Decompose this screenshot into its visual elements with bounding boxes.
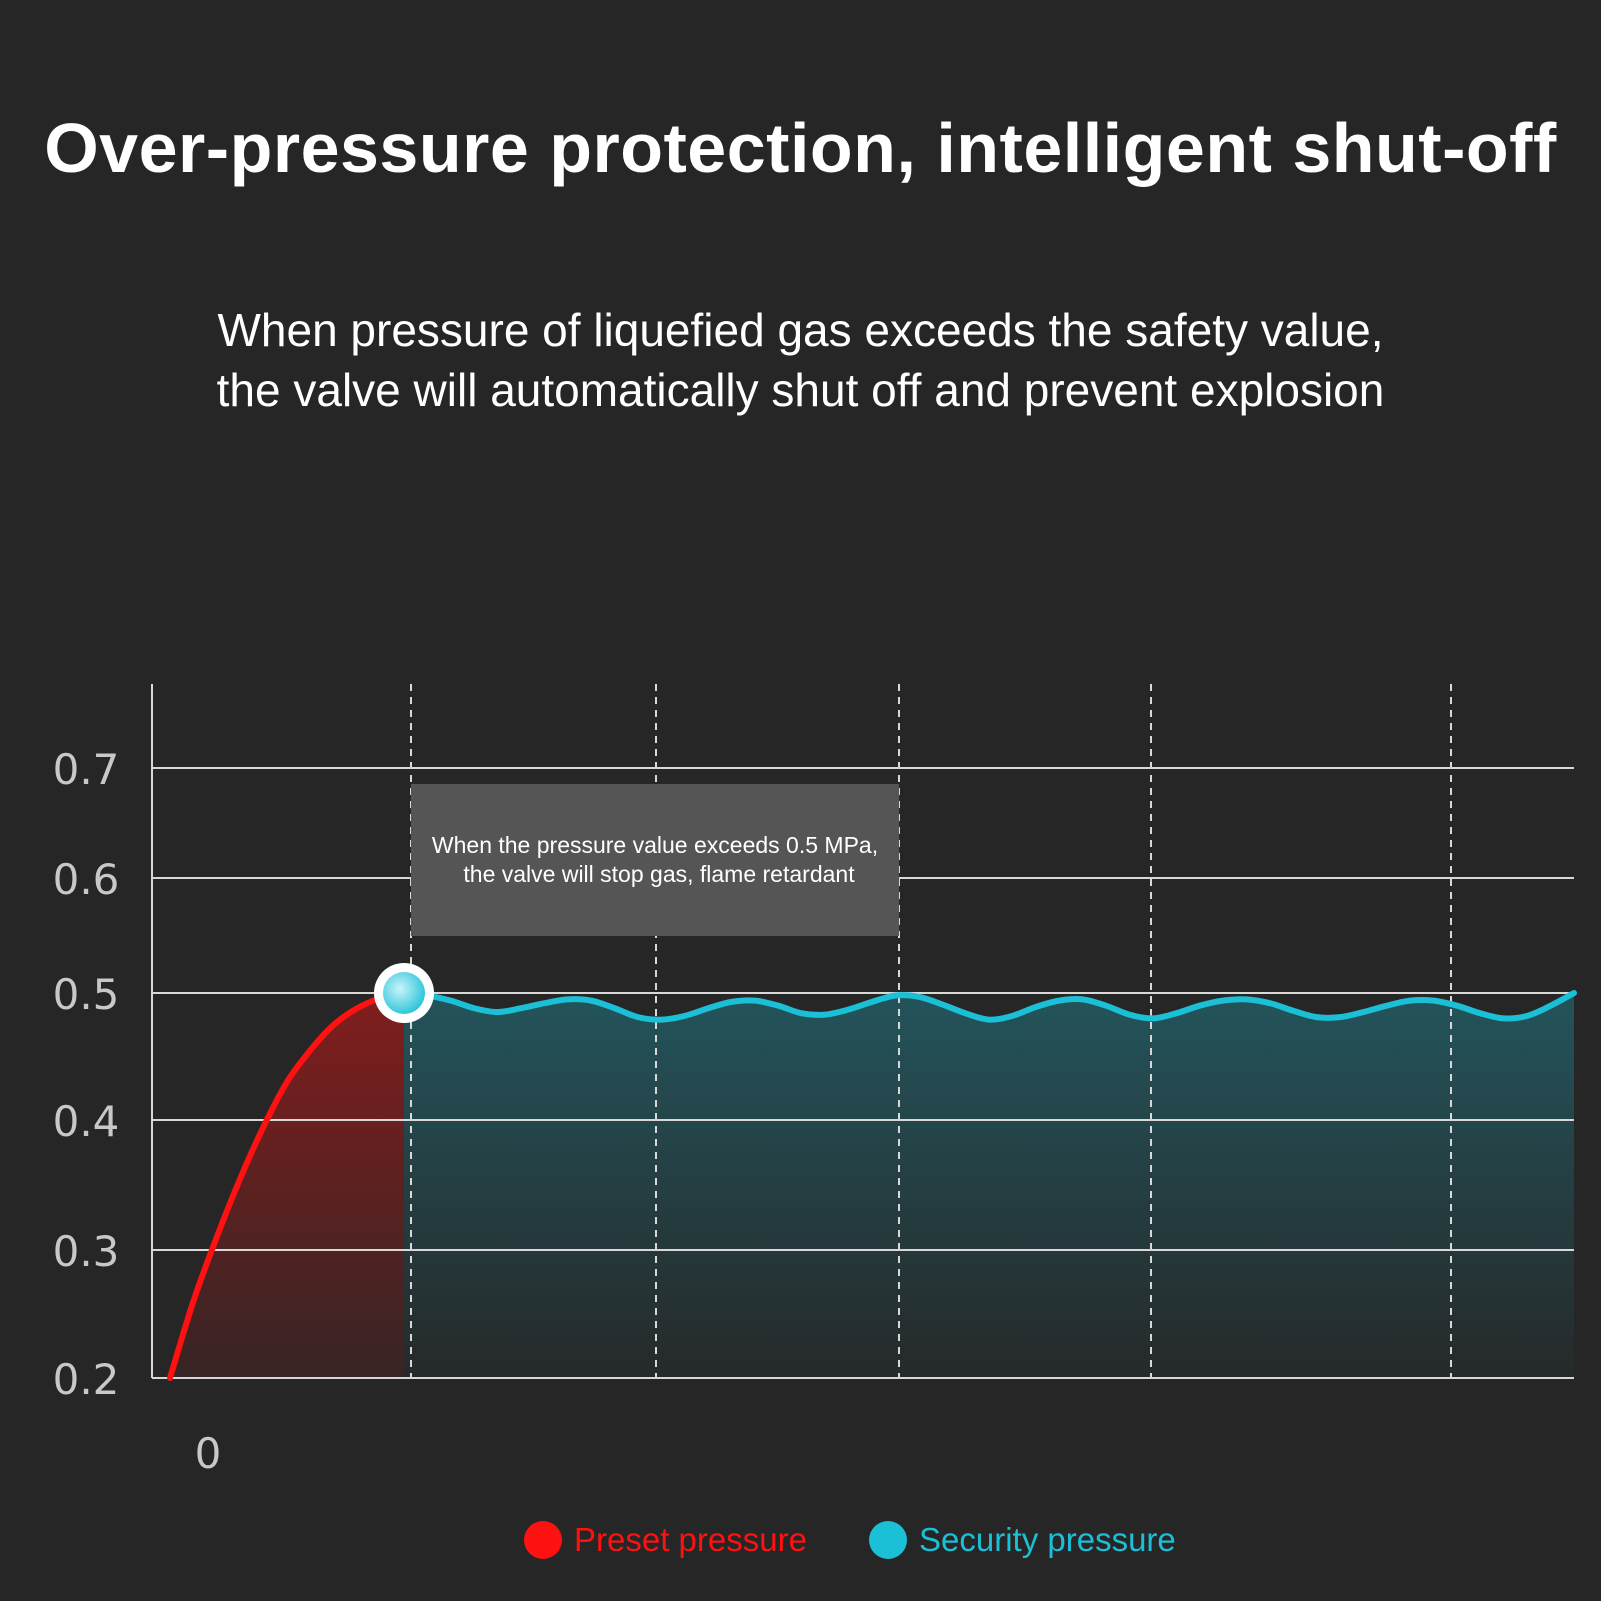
legend-label-preset: Preset pressure — [574, 1521, 807, 1558]
legend-item-preset: Preset pressure — [524, 1516, 807, 1564]
subtitle-line-2: the valve will automatically shut off an… — [216, 364, 1385, 416]
y-tick-label-0.5: 0.5 — [53, 970, 120, 1019]
page-title: Over-pressure protection, intelligent sh… — [44, 109, 1557, 187]
x-tick-label-0: 0 — [195, 1429, 222, 1478]
y-tick-label-0.7: 0.7 — [53, 745, 120, 794]
subtitle-line-1: When pressure of liquefied gas exceeds t… — [217, 304, 1384, 356]
area-preset-pressure — [170, 993, 404, 1378]
area-security-pressure — [404, 993, 1574, 1378]
annotation-box — [411, 784, 899, 936]
legend-dot-preset — [524, 1521, 562, 1559]
y-tick-label-0.4: 0.4 — [53, 1097, 120, 1146]
legend-item-security: Security pressure — [869, 1516, 1176, 1564]
y-tick-label-0.2: 0.2 — [53, 1355, 120, 1404]
chart-legend: Preset pressure Security pressure — [0, 1516, 1601, 1564]
y-tick-label-0.3: 0.3 — [53, 1227, 120, 1276]
legend-dot-security — [869, 1521, 907, 1559]
legend-label-security: Security pressure — [919, 1521, 1176, 1558]
annotation-line-1: When the pressure value exceeds 0.5 MPa, — [432, 832, 878, 858]
threshold-marker — [383, 972, 425, 1014]
line-preset-pressure — [167, 990, 407, 1381]
page-subtitle: When pressure of liquefied gas exceeds t… — [0, 300, 1601, 420]
annotation-line-2: the valve will stop gas, flame retardant — [463, 861, 855, 887]
y-tick-label-0.6: 0.6 — [53, 855, 120, 904]
line-security-pressure — [401, 990, 1577, 1023]
